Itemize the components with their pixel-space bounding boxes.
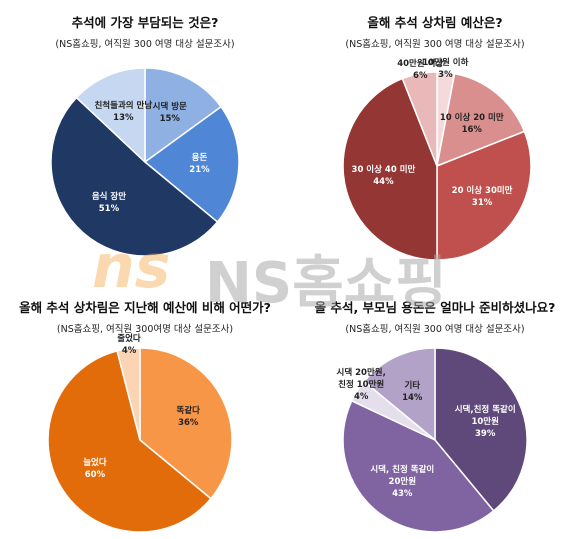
slice-category: 친척들과의 만남 (94, 100, 153, 111)
slice-value: 3% (438, 70, 453, 81)
chart-subtitle: (NS홈쇼핑, 여직원 300 여명 대상 설문조사) (345, 324, 525, 335)
slice-label: 10만원 이하 3% (422, 57, 468, 81)
slice-value: 21% (189, 164, 210, 175)
slice-label: 친척들과의 만남 13% (94, 100, 152, 124)
slice-label: 줄었다 4% (117, 333, 140, 357)
slice-label: 40만원 이상 6% (397, 58, 443, 82)
slice-label: 시댁, 친정 똑같이 20만원 43% (370, 464, 434, 500)
chart-title: 올해 추석 상차림은 지난해 예산에 비해 어떤가? (19, 300, 271, 315)
slice-label: 시댁 20만원, 친정 10만원 4% (337, 367, 386, 403)
pie-slice (139, 347, 233, 500)
slice-value: 15% (159, 114, 180, 125)
pie-slice (401, 71, 438, 167)
pie-slice (144, 67, 223, 164)
pie-slice (436, 130, 532, 261)
slice-label: 시댁,친정 똑같이 10만원 39% (455, 404, 516, 440)
slice-label: 똑같다 36% (177, 405, 200, 429)
slice-category: 용돈 (191, 152, 208, 163)
chart-subtitle: (NS홈쇼핑, 여직원 300 여명 대상 설문조사) (55, 39, 235, 50)
slice-label: 30 이상 40 미만 44% (352, 164, 416, 188)
slice-value: 6% (413, 71, 428, 82)
pie-slice (434, 347, 528, 512)
pie-slice (143, 105, 240, 223)
slice-category: 시댁, 친정 똑같이 20만원 (370, 465, 435, 488)
pie-slice (75, 67, 146, 164)
slice-category: 30 이상 40 미만 (351, 165, 416, 176)
slice-value: 31% (471, 197, 493, 208)
pie-slice (116, 347, 141, 441)
slice-value: 36% (178, 418, 199, 429)
slice-value: 13% (113, 112, 134, 123)
slice-category: 시댁 방문 (152, 102, 187, 113)
chart-subtitle: (NS홈쇼핑, 여직원 300 여명 대상 설문조사) (345, 39, 525, 50)
slice-value: 43% (392, 489, 413, 500)
slice-value: 51% (98, 203, 120, 214)
slice-category: 10만원 이하 (422, 58, 469, 69)
slice-label: 늘었다 60% (83, 457, 106, 481)
slice-category: 기타 (404, 380, 421, 391)
slice-label: 10 이상 20 미만 16% (440, 112, 504, 136)
slice-category: 10 이상 20 미만 (439, 112, 504, 123)
slice-value: 4% (353, 392, 369, 403)
slice-value: 39% (475, 428, 496, 439)
pie-slice (363, 347, 436, 442)
slice-value: 14% (402, 392, 423, 403)
slice-label: 20 이상 30미만 31% (452, 185, 513, 209)
chart-title: 추석에 가장 부담되는 것은? (71, 15, 219, 30)
pie-slice (342, 77, 438, 261)
chart-title: 올해 추석 상차림 예산은? (367, 15, 503, 30)
slice-value: 4% (121, 346, 137, 357)
slice-category: 40만원 이상 (397, 59, 444, 70)
pie-slice (342, 399, 495, 533)
slice-label: 음식 장만 51% (92, 191, 126, 215)
slice-value: 60% (84, 469, 106, 480)
slice-label: 시댁 방문 15% (153, 101, 187, 125)
slice-category: 늘었다 (83, 457, 107, 468)
slice-label: 기타 14% (402, 380, 422, 404)
pie-slice (50, 96, 219, 257)
slice-value: 44% (373, 177, 394, 188)
slice-category: 줄었다 (117, 334, 141, 345)
pie-slice (436, 72, 526, 168)
slice-category: 음식 장만 (91, 191, 127, 202)
slice-category: 똑같다 (176, 406, 201, 417)
slice-category: 시댁,친정 똑같이 10만원 (454, 404, 516, 427)
chart-title: 올 추석, 부모님 용돈은 얼마나 준비하셨나요? (314, 300, 556, 315)
pie-slice (47, 349, 212, 533)
slice-label: 용돈 21% (189, 152, 209, 176)
slice-value: 16% (461, 124, 482, 135)
slice-category: 20 이상 30미만 (451, 185, 513, 196)
slice-category: 시댁 20만원, 친정 10만원 (336, 368, 386, 391)
chart-subtitle: (NS홈쇼핑, 여직원 300여명 대상 설문조사) (56, 324, 234, 335)
